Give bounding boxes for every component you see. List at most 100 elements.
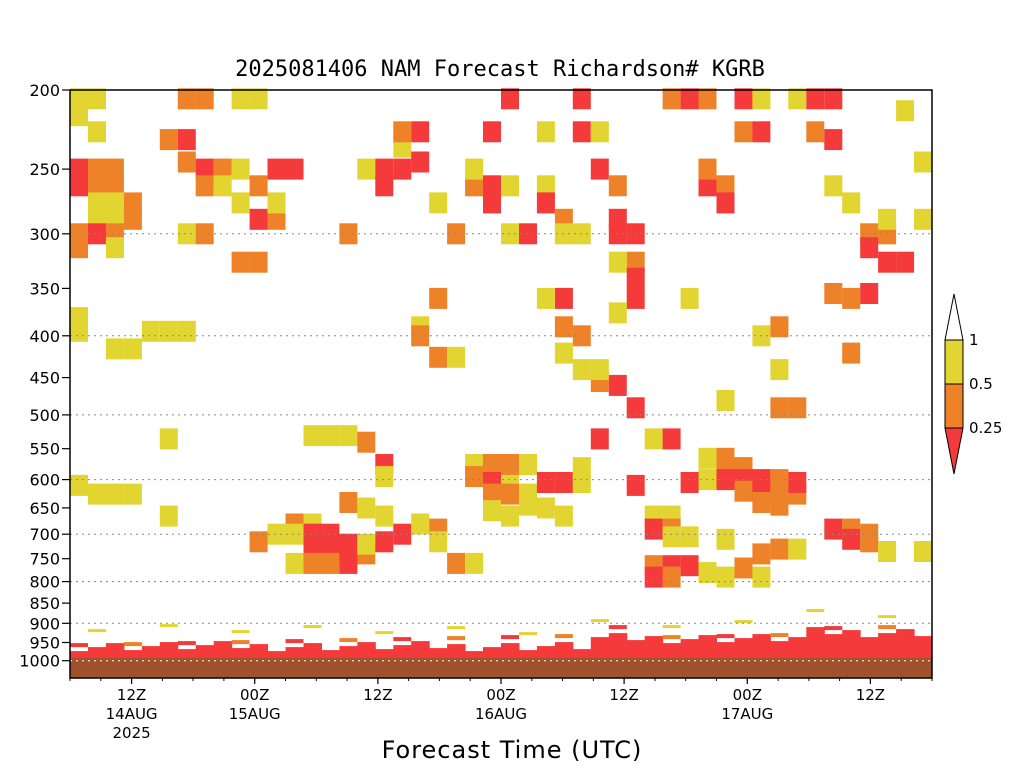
ri-cell — [519, 494, 537, 516]
ri-cell — [662, 428, 681, 450]
boundary-layer-cell — [249, 644, 269, 658]
boundary-layer-cell — [824, 626, 843, 631]
ri-cell — [572, 359, 591, 381]
ri-cell — [572, 457, 591, 479]
ri-cell — [716, 566, 735, 588]
boundary-layer-cell — [70, 651, 89, 658]
ri-cell — [536, 497, 555, 519]
ri-cell — [159, 505, 178, 527]
ri-cell — [608, 175, 627, 197]
ri-cell — [734, 121, 753, 143]
boundary-layer-cell — [70, 643, 88, 648]
x-tick-label: 12Z — [117, 686, 146, 704]
boundary-layer-cell — [501, 643, 520, 658]
ri-cell — [411, 151, 430, 173]
ri-cell — [303, 533, 322, 555]
ri-cell — [860, 283, 879, 304]
ri-cell — [483, 121, 501, 143]
ri-cell — [357, 158, 376, 180]
ri-cell — [842, 528, 861, 550]
ri-cell — [321, 552, 340, 574]
boundary-layer-cell — [662, 635, 681, 640]
ri-cell — [249, 531, 268, 553]
ri-cell — [249, 175, 268, 197]
ri-cell — [680, 287, 699, 309]
ri-cell — [105, 158, 124, 180]
ri-cell — [501, 175, 519, 197]
ri-cell — [429, 192, 448, 214]
ri-cell — [896, 100, 915, 122]
ri-cell — [105, 175, 124, 197]
ri-cell — [357, 431, 376, 453]
ri-cell — [716, 390, 735, 411]
ri-cell — [662, 88, 681, 110]
ri-cell — [536, 287, 555, 309]
ri-cell — [70, 474, 88, 496]
ri-cell — [177, 129, 196, 151]
ri-cell — [303, 425, 322, 447]
ri-cell — [698, 158, 717, 180]
boundary-layer-cell — [608, 633, 628, 658]
ri-cell — [447, 223, 466, 245]
x-tick-date: 14AUG — [106, 705, 158, 723]
ri-cell — [644, 566, 663, 588]
ri-cell — [375, 175, 394, 197]
ri-cell — [501, 88, 519, 110]
y-tick-label: 850 — [29, 594, 60, 613]
boundary-layer-cell — [806, 609, 825, 613]
boundary-layer-cell — [914, 636, 933, 658]
boundary-layer-cell — [590, 619, 609, 623]
ri-cell — [411, 325, 430, 347]
ri-cell — [554, 505, 573, 527]
ri-cell — [267, 158, 286, 180]
ri-cell — [141, 320, 160, 342]
ri-cell — [429, 531, 448, 553]
ri-cell — [483, 192, 501, 214]
y-tick-label: 800 — [29, 573, 60, 592]
ri-cell — [177, 151, 196, 173]
ri-cell — [662, 566, 681, 588]
ri-cell — [483, 175, 501, 197]
boundary-layer-cell — [770, 641, 789, 658]
ri-cell — [572, 121, 591, 143]
boundary-layer-cell — [123, 642, 142, 647]
boundary-layer-cell — [303, 643, 322, 658]
boundary-layer-cell — [267, 651, 286, 658]
boundary-layer-cell — [447, 636, 466, 641]
boundary-layer-cell — [554, 642, 574, 658]
ri-cell — [105, 237, 124, 259]
y-tick-label: 700 — [29, 525, 60, 544]
boundary-layer-cell — [88, 629, 106, 633]
ri-cell — [70, 88, 88, 110]
ri-cell — [770, 494, 789, 516]
ri-cell — [608, 374, 627, 396]
ri-cell — [501, 454, 519, 475]
ri-cell — [357, 533, 376, 555]
x-tick-date: 15AUG — [229, 705, 281, 723]
ri-cell — [195, 88, 214, 110]
y-tick-label: 250 — [29, 160, 60, 179]
ri-cell — [536, 121, 555, 143]
x-tick-label: 12Z — [856, 686, 885, 704]
ri-cell — [734, 557, 753, 579]
legend: 1 0.5 0.25 — [944, 293, 1002, 475]
boundary-layer-cell — [590, 637, 610, 658]
surface-fill — [70, 657, 932, 678]
boundary-layer-cell — [860, 637, 879, 658]
ri-cell — [716, 528, 735, 550]
boundary-layer-cell — [662, 625, 681, 629]
ri-cell — [680, 555, 699, 577]
ri-cell — [842, 342, 861, 364]
ri-cell — [177, 320, 196, 342]
boundary-layer-cell — [231, 640, 250, 645]
ri-cell — [447, 552, 466, 574]
gridlines — [70, 233, 932, 662]
x-tick-date: 17AUG — [721, 705, 773, 723]
ri-cell — [554, 472, 573, 493]
ri-cell — [590, 428, 609, 450]
ri-cell — [88, 121, 106, 143]
ri-cell — [626, 287, 645, 309]
ri-cell — [465, 552, 484, 574]
boundary-layer-cell — [88, 647, 107, 658]
ri-cell — [105, 192, 124, 214]
